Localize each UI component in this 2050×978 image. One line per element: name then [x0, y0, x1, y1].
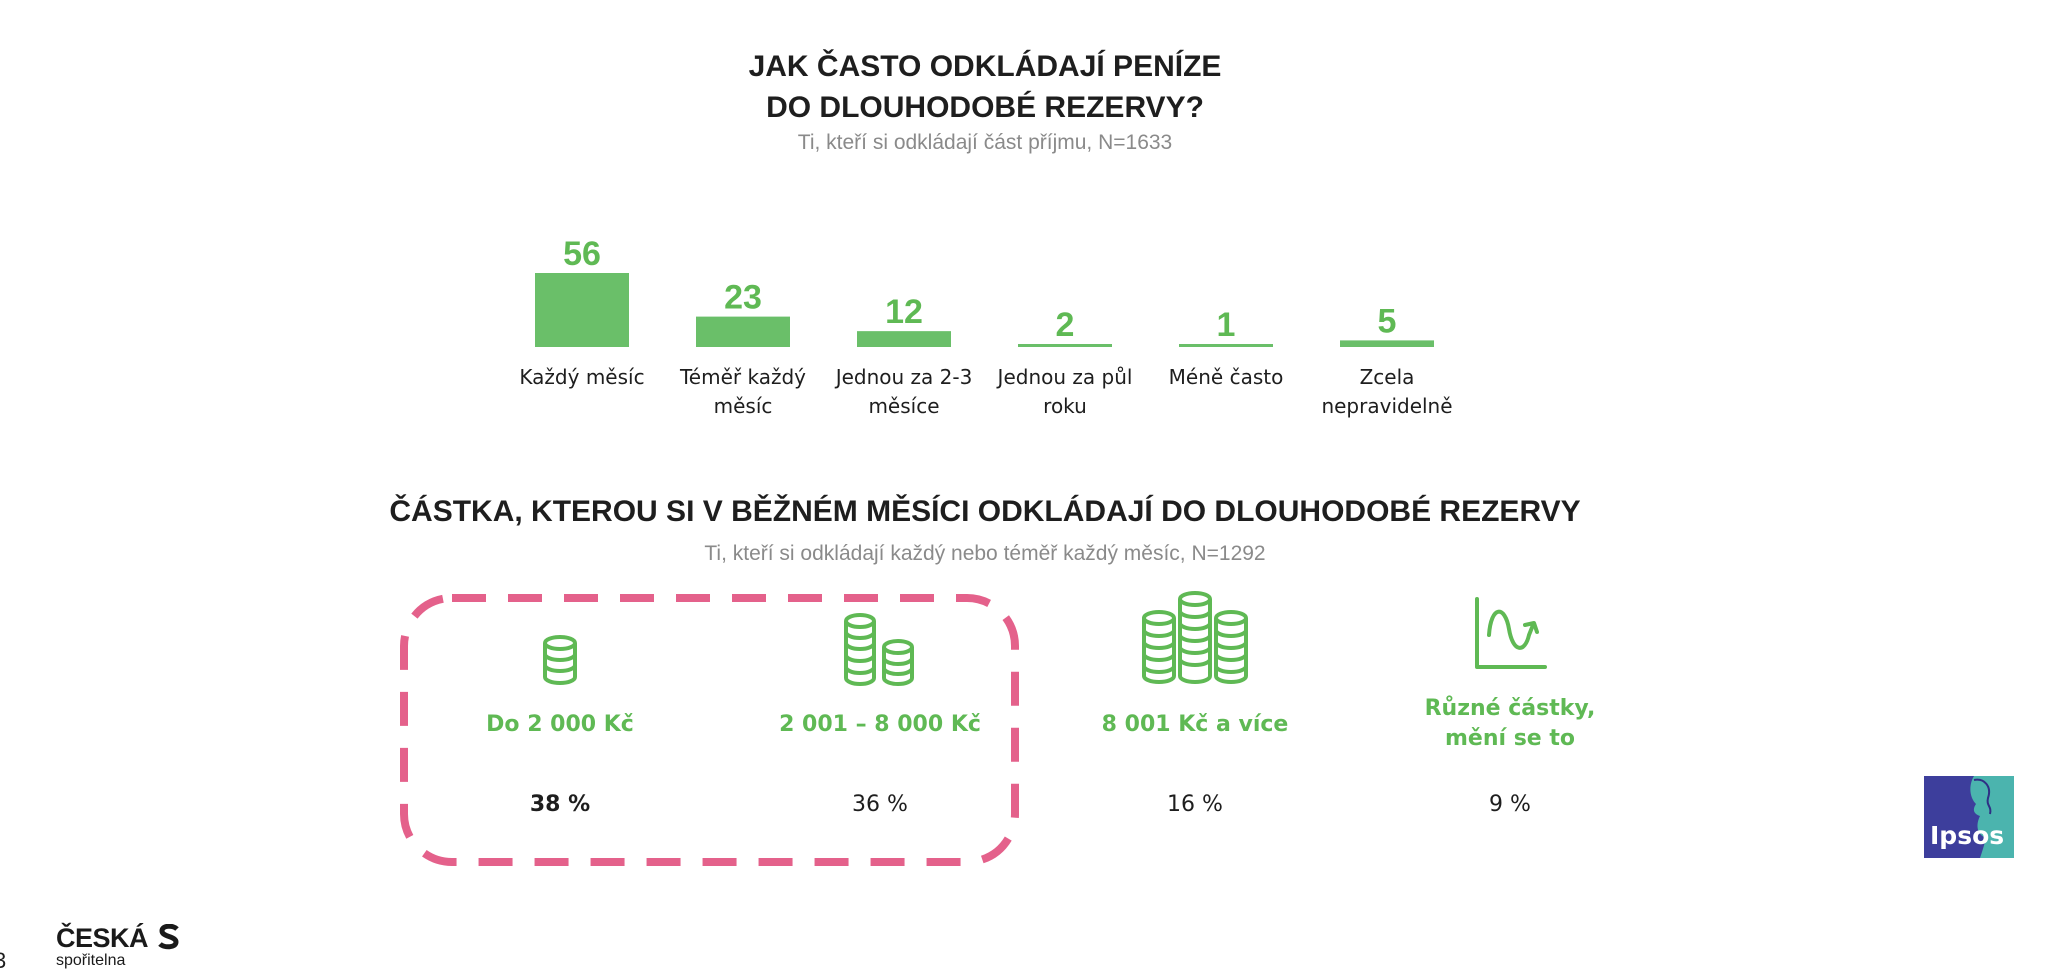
sporitelna-s-icon	[158, 923, 179, 950]
ceska-sporitelna-logo: ČESKÁ spořitelna	[56, 923, 181, 970]
coin-stack-small-icon	[440, 634, 680, 686]
amount-label: 2 001 – 8 000 Kč	[779, 712, 981, 737]
coin-stacks-large-icon	[1075, 590, 1315, 686]
ipsos-logo: Ipsos	[1924, 776, 2014, 858]
category-label-2: Jednou za 2-3 měsíce	[835, 365, 973, 418]
bar-value-label-3: 2	[1056, 306, 1075, 344]
category-label-4: Méně často	[1168, 365, 1284, 389]
bar-value-label-0: 56	[563, 235, 601, 273]
bar-4	[1179, 344, 1273, 347]
amount-percent: 38 %	[529, 792, 591, 817]
category-label-5: Zcela nepravidelně	[1321, 365, 1453, 418]
bar-3	[1018, 344, 1112, 347]
category-label-1: Téměř každý měsíc	[679, 365, 806, 418]
amount-label: 8 001 Kč a více	[1101, 712, 1289, 737]
logo-text-top: ČESKÁ	[56, 923, 181, 952]
page-number: 3	[0, 948, 7, 973]
logo-text-bottom: spořitelna	[56, 952, 126, 969]
frequency-bar-chart: 56 23 12 2 1 5	[535, 235, 1434, 347]
bar-value-label-4: 1	[1217, 306, 1236, 344]
chart-title-line2: DO DLOUHODOBÉ REZERVY?	[766, 91, 1204, 124]
amount-section-subtitle: Ti, kteří si odkládají každý nebo téměř …	[704, 542, 1266, 565]
amount-label: Různé částky, mění se to	[1390, 694, 1630, 754]
bar-value-label-2: 12	[885, 293, 923, 331]
coin-stacks-medium-icon	[760, 612, 1000, 688]
bar-0	[535, 273, 629, 347]
bar-value-label-1: 23	[724, 279, 762, 317]
bar-2	[857, 331, 951, 347]
bar-value-label-5: 5	[1378, 302, 1397, 340]
bar-1	[696, 316, 790, 347]
amount-label-line2: mění se to	[1444, 726, 1575, 751]
svg-text:Ipsos: Ipsos	[1930, 821, 2004, 850]
amount-percent: 36 %	[852, 792, 908, 817]
category-label-0: Každý měsíc	[519, 365, 645, 389]
amount-section-title: ČÁSTKA, KTEROU SI V BĚŽNÉM MĚSÍCI ODKLÁD…	[389, 495, 1581, 528]
chart-subtitle: Ti, kteří si odkládají část příjmu, N=16…	[797, 131, 1173, 154]
amount-label-line1: Různé částky,	[1424, 696, 1596, 721]
chart-title: JAK ČASTO ODKLÁDAJÍ PENÍZE DO DLOUHODOBÉ…	[0, 46, 1970, 128]
wave-chart-icon	[1390, 595, 1630, 673]
amount-label: Do 2 000 Kč	[486, 712, 634, 737]
amount-percent: 9 %	[1489, 792, 1531, 817]
chart-title-line1: JAK ČASTO ODKLÁDAJÍ PENÍZE	[748, 50, 1222, 83]
bar-5	[1340, 340, 1434, 347]
category-label-3: Jednou za půl roku	[997, 365, 1133, 418]
amount-percent: 16 %	[1167, 792, 1223, 817]
